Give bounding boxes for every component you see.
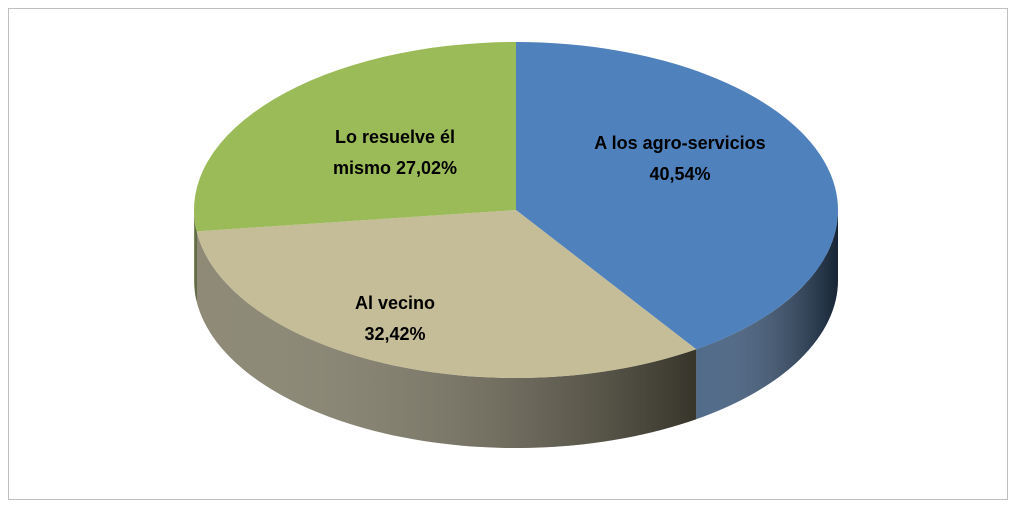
slice-side-shade — [696, 210, 838, 420]
value-label: 27,02% — [395, 158, 458, 178]
category-label: A los agro-servicios — [594, 133, 766, 153]
value-label: 32,42% — [364, 324, 426, 344]
data-label: Al vecino 32,42% — [340, 288, 450, 350]
data-label: A los agro-servicios 40,54% — [590, 128, 770, 190]
slice — [194, 42, 517, 232]
value-label: 40,54% — [649, 164, 711, 184]
data-label: Lo resuelve él mismo 27,02% — [315, 122, 475, 184]
slice-side-shade — [194, 210, 197, 302]
category-label: Al vecino — [354, 293, 436, 313]
slice — [196, 210, 697, 379]
category-label: Lo resuelve él mismo — [332, 127, 456, 178]
slice-side-shade — [196, 231, 697, 449]
slice — [516, 42, 839, 350]
